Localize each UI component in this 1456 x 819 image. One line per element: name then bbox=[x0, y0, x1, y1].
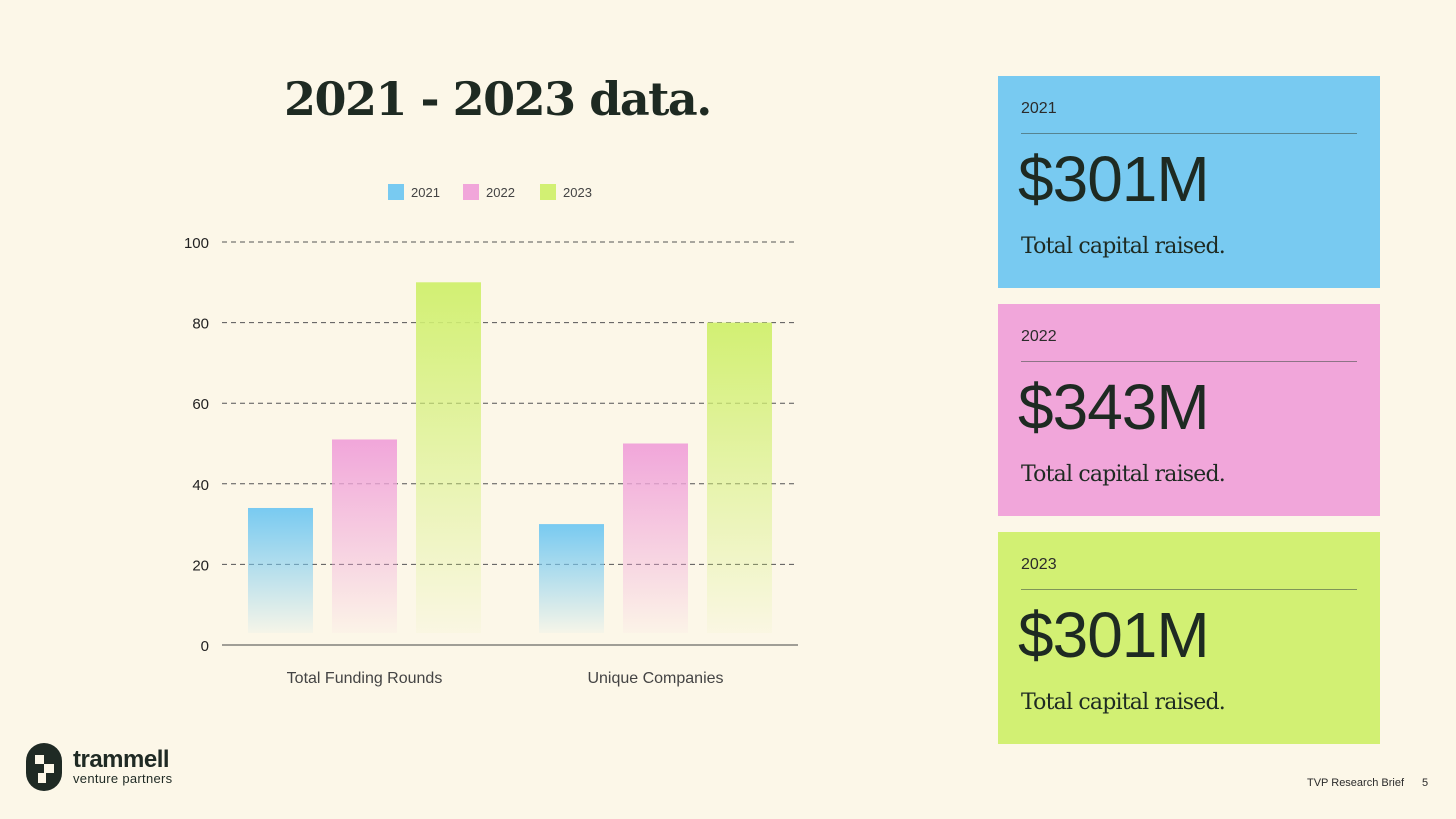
bar-chart: 0 20 40 60 80 100 Total Funding Rounds Unique C… bbox=[184, 184, 798, 687]
bar-2022-0 bbox=[332, 439, 397, 633]
card-year: 2022 bbox=[1021, 328, 1057, 345]
card-amount: $301M bbox=[1018, 143, 1210, 215]
bar-2021-0 bbox=[248, 507, 313, 633]
x-category-label: Total Funding Rounds bbox=[287, 670, 443, 687]
card-2022: 2022 $343M Total capital raised. bbox=[998, 304, 1380, 516]
legend-label: 2021 bbox=[411, 185, 440, 200]
trammell-logo-icon bbox=[26, 743, 62, 791]
legend-swatch bbox=[540, 184, 556, 200]
card-caption: Total capital raised. bbox=[1021, 234, 1226, 259]
card-amount: $343M bbox=[1018, 371, 1210, 443]
page-number: 5 bbox=[1422, 777, 1429, 789]
y-tick-label: 80 bbox=[192, 316, 209, 333]
logo-name: trammell bbox=[73, 746, 170, 773]
card-divider bbox=[1021, 361, 1357, 362]
x-category-label: Unique Companies bbox=[587, 670, 723, 687]
logo-subtitle: venture partners bbox=[73, 771, 173, 786]
legend-label: 2022 bbox=[486, 185, 515, 200]
card-year: 2023 bbox=[1021, 556, 1057, 573]
bar-2023-0 bbox=[416, 282, 481, 633]
footer-label: TVP Research Brief bbox=[1307, 777, 1405, 789]
card-divider bbox=[1021, 133, 1357, 134]
bar-2022-1 bbox=[623, 443, 688, 633]
bar-2021-1 bbox=[539, 524, 604, 633]
card-divider bbox=[1021, 589, 1357, 590]
y-tick-label: 20 bbox=[192, 557, 209, 574]
card-year: 2021 bbox=[1021, 100, 1057, 117]
page-title: 2021 - 2023 data. bbox=[284, 72, 712, 126]
legend-label: 2023 bbox=[563, 185, 592, 200]
card-2021: 2021 $301M Total capital raised. bbox=[998, 76, 1380, 288]
y-tick-label: 40 bbox=[192, 477, 209, 494]
card-2023: 2023 $301M Total capital raised. bbox=[998, 532, 1380, 744]
card-amount: $301M bbox=[1018, 599, 1210, 671]
card-caption: Total capital raised. bbox=[1021, 462, 1226, 487]
y-tick-label: 0 bbox=[201, 638, 209, 655]
y-tick-label: 100 bbox=[184, 235, 209, 252]
legend-swatch bbox=[388, 184, 404, 200]
y-tick-label: 60 bbox=[192, 396, 209, 413]
card-caption: Total capital raised. bbox=[1021, 690, 1226, 715]
legend-swatch bbox=[463, 184, 479, 200]
bar-2023-1 bbox=[707, 322, 772, 633]
